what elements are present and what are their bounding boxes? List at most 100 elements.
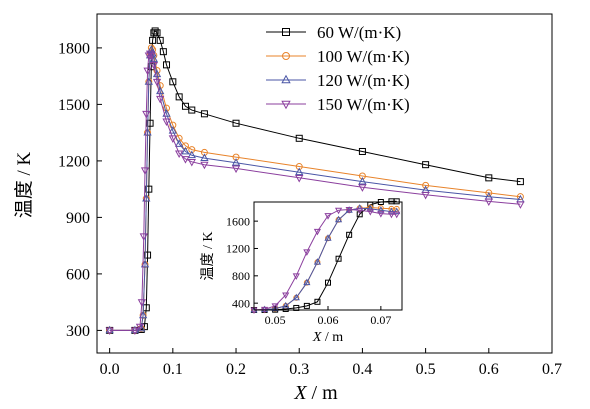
legend-marker	[281, 74, 291, 84]
inset-y-tick-label: 1200	[226, 242, 250, 256]
main-series-1-point	[422, 181, 430, 189]
main-series-3-point	[140, 167, 150, 175]
inset-y-tick-label: 1600	[226, 214, 250, 228]
main-series-3-point	[162, 118, 171, 126]
main-series-3-point	[168, 135, 177, 143]
main-series-3-point	[139, 233, 148, 241]
inset-series-2-point	[282, 301, 290, 309]
inset-series-2-point	[334, 215, 343, 223]
main-x-tick-label: 0.1	[163, 361, 183, 378]
inset-series-2-point	[313, 258, 322, 265]
main-x-tick-label: 0.0	[100, 361, 120, 378]
main-x-tick-label: 0.4	[352, 361, 372, 378]
main-series-3-point	[135, 323, 145, 332]
main-series-2-point	[175, 139, 184, 147]
main-series-0-point	[188, 106, 196, 114]
main-series-3-point	[175, 150, 184, 159]
inset-series-3-point	[366, 209, 374, 216]
inset-x-axis: 0.05 0.06 0.07	[265, 306, 391, 327]
main-series-2-point	[200, 153, 209, 161]
main-series-2-point	[105, 325, 114, 334]
main-chart: 0.0 0.1 0.2 0.3 0.4 0.5 0.6 0.7 300 600 900 1200 15…	[13, 13, 562, 404]
legend-item: 120 W/(m·K)	[266, 71, 410, 90]
inset-series-line-3	[253, 208, 397, 311]
main-x-tick-label: 0.6	[479, 361, 499, 378]
inset-series-2-point	[271, 304, 279, 312]
main-series-3-point	[137, 299, 147, 307]
inset-series-3-point	[282, 292, 290, 299]
main-series-line-3	[109, 52, 521, 331]
main-series-2-point	[181, 146, 190, 155]
inset-x-axis-label-unit: / m	[321, 330, 343, 345]
inset-series-2-point	[292, 293, 300, 301]
main-y-tick-label: 300	[66, 323, 90, 340]
main-series-2-point	[137, 323, 146, 332]
main-series-3-point	[516, 201, 525, 209]
inset-series-3-point	[393, 211, 401, 219]
main-series-3-point	[231, 165, 241, 174]
main-x-axis: 0.0 0.1 0.2 0.3 0.4 0.5 0.6 0.7	[100, 348, 562, 378]
main-x-axis-label: X / m	[293, 382, 338, 404]
legend-marker	[282, 28, 290, 36]
main-series-0-point	[358, 147, 366, 155]
inset-series-2-point	[324, 234, 332, 241]
main-series-1-point	[485, 189, 493, 197]
main-y-tick-label: 600	[66, 267, 90, 284]
main-series-0-point	[149, 36, 157, 44]
inset-series-2-point	[303, 278, 311, 286]
main-x-tick-label: 0.2	[226, 361, 246, 378]
inset-series-2-point	[377, 206, 385, 213]
inset-series-0-point	[303, 302, 310, 309]
main-x-tick-label: 0.7	[542, 361, 562, 378]
inset-series-3-point	[387, 211, 396, 219]
main-x-tick-label: 0.5	[416, 361, 436, 378]
inset-series-1-point	[393, 205, 400, 212]
main-series-line-0	[109, 30, 521, 331]
main-series-0-point	[144, 251, 152, 259]
inset-series-3-point	[324, 213, 332, 220]
inset-chart: 0.05 0.06 0.07 400 800 1200 1600 X / m 温度 / K	[200, 198, 403, 345]
main-series-0-point	[156, 36, 164, 44]
main-series-3-point	[152, 78, 162, 87]
main-series-3-point	[105, 327, 114, 336]
inset-x-axis-label-var: X	[312, 330, 322, 345]
inset-series-0-point	[356, 211, 363, 218]
inset-y-axis-label: 温度 / K	[200, 232, 216, 281]
legend: 60 W/(m·K) 100 W/(m·K) 120 W/(m·K) 150 W/(m…	[266, 23, 410, 114]
legend-item: 100 W/(m·K)	[266, 47, 410, 66]
legend-marker	[281, 100, 291, 110]
inset-series-3-point	[271, 303, 279, 310]
main-series-3-point	[130, 327, 140, 336]
main-series-3-point	[358, 184, 367, 192]
legend-label: 150 W/(m·K)	[317, 95, 410, 114]
main-series-0-point	[181, 102, 189, 110]
inset-series-3-point	[292, 273, 300, 280]
inset-series-0-point	[314, 298, 321, 305]
main-series-2-point	[187, 150, 196, 159]
main-x-tick-label: 0.3	[289, 361, 309, 378]
main-series-0-point	[232, 119, 240, 127]
main-series-0-point	[145, 185, 153, 193]
inset-series-0-point	[346, 231, 353, 238]
main-series-3-point	[142, 110, 151, 119]
main-y-axis: 300 600 900 1200 1500 1800	[58, 41, 102, 340]
inset-series-3-point	[313, 228, 322, 236]
main-series-0-point	[516, 178, 524, 186]
inset-x-tick-label: 0.07	[370, 313, 391, 327]
main-x-axis-label-var: X	[293, 382, 307, 404]
main-series-3-point	[484, 198, 493, 207]
main-series-2-point	[130, 325, 140, 334]
main-series-2-point	[295, 167, 304, 176]
main-series-3-point	[147, 52, 156, 61]
main-series-2-point	[138, 310, 148, 319]
inset-series-line-0	[254, 200, 397, 311]
main-y-axis-label: 温度 / K	[13, 151, 35, 218]
inset-series-2-point	[393, 207, 401, 215]
inset-y-axis: 400 800 1200 1600	[226, 214, 258, 310]
inset-series-2-point	[366, 204, 374, 212]
legend-item: 150 W/(m·K)	[266, 95, 410, 114]
main-y-tick-label: 1800	[58, 41, 90, 58]
inset-series-0-point	[393, 198, 400, 205]
legend-marker	[282, 52, 290, 60]
main-series-3-point	[200, 161, 209, 170]
